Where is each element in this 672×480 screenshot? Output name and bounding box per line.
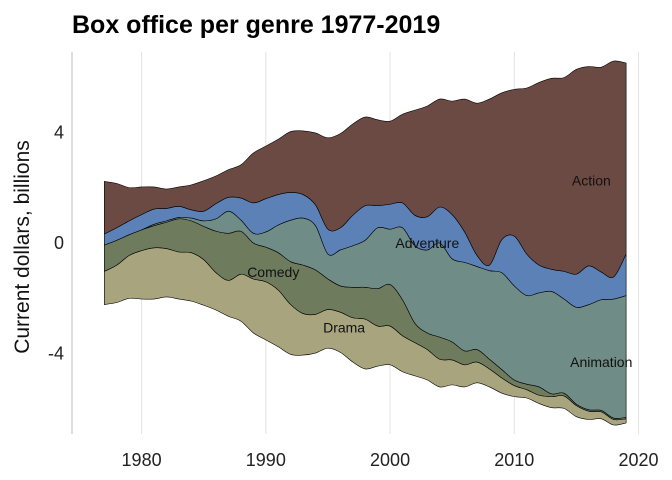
series-labels: Action Adventure Comedy Drama Animation <box>247 173 632 370</box>
x-tick-2020: 2020 <box>619 450 659 470</box>
y-tick--4: -4 <box>48 344 64 364</box>
y-axis-ticks: -4 0 4 <box>48 122 64 363</box>
x-axis-ticks: 1980 1990 2000 2010 2020 <box>122 450 659 470</box>
y-tick-4: 4 <box>54 122 64 142</box>
stacked-area-bands <box>104 60 627 426</box>
series-label-action: Action <box>572 173 611 189</box>
chart-title: Box office per genre 1977-2019 <box>72 11 440 39</box>
x-tick-2000: 2000 <box>370 450 410 470</box>
series-label-adventure: Adventure <box>395 235 459 251</box>
band-action <box>104 60 627 278</box>
series-label-animation: Animation <box>570 354 632 370</box>
x-tick-1990: 1990 <box>246 450 286 470</box>
series-label-drama: Drama <box>323 319 365 335</box>
x-tick-1980: 1980 <box>122 450 162 470</box>
series-label-comedy: Comedy <box>247 264 299 280</box>
x-tick-2010: 2010 <box>494 450 534 470</box>
y-axis-title: Current dollars, billions <box>11 140 34 354</box>
y-tick-0: 0 <box>54 233 64 253</box>
